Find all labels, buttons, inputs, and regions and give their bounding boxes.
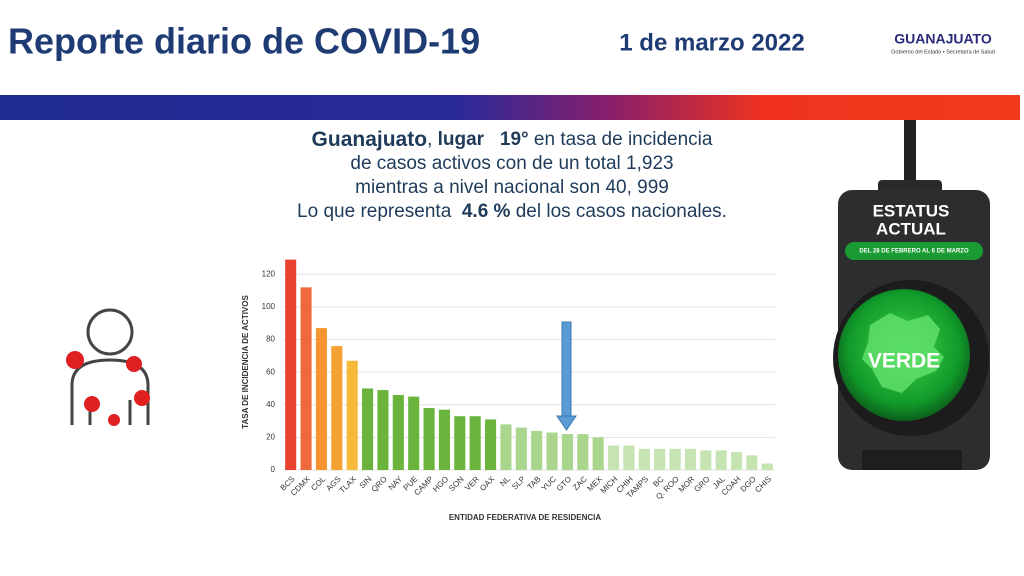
bar: [485, 419, 497, 470]
bar: [438, 409, 450, 470]
bar: [577, 434, 589, 470]
bar: [346, 360, 358, 470]
bar: [408, 396, 420, 470]
date: 1 de marzo 2022: [619, 29, 804, 56]
bar: [561, 434, 573, 470]
bar: [592, 437, 604, 470]
summary-line: mientras a nivel nacional son 40, 999: [355, 177, 669, 198]
summary-text: lugar: [438, 129, 485, 150]
summary-line: Guanajuato, lugar 19° en tasa de inciden…: [312, 128, 713, 151]
summary-text: mientras a nivel nacional son 40, 999: [355, 177, 669, 198]
bar: [761, 463, 773, 470]
bar: [331, 346, 343, 470]
color-band: [0, 95, 1020, 120]
summary-text: del los casos nacionales.: [510, 201, 727, 222]
bar: [623, 445, 635, 470]
bar: [638, 448, 650, 470]
bar: [362, 388, 374, 470]
y-tick-label: 120: [262, 269, 276, 278]
bar: [300, 287, 312, 470]
bar: [731, 452, 743, 470]
logo-subtitle: Gobierno del Estado • Secretaría de Salu…: [891, 49, 995, 55]
bar: [392, 394, 404, 470]
y-axis-label: TASA DE INCIDENCIA DE ACTIVOS: [241, 295, 250, 429]
bar: [377, 390, 389, 470]
bar: [654, 448, 666, 470]
y-tick-label: 0: [271, 465, 276, 474]
summary-text: de casos activos con de un total 1,923: [350, 153, 673, 174]
y-tick-label: 100: [262, 302, 276, 311]
summary-text: Lo que representa: [297, 201, 462, 222]
bar: [684, 448, 696, 470]
summary: Guanajuato, lugar 19° en tasa de inciden…: [297, 128, 727, 222]
status-value: VERDE: [868, 350, 940, 373]
summary-text: Guanajuato: [312, 128, 428, 151]
bar: [608, 445, 620, 470]
bar: [515, 427, 527, 470]
bar: [531, 430, 543, 470]
bar: [546, 432, 558, 470]
logo-title: GUANAJUATO: [894, 31, 992, 47]
status-light: [833, 120, 990, 470]
status-title: ACTUAL: [876, 219, 946, 238]
symptom-icon: [66, 308, 150, 426]
bar: [454, 416, 466, 470]
bar: [469, 416, 481, 470]
bar: [669, 448, 681, 470]
title: Reporte diario de COVID-19: [8, 21, 480, 62]
x-axis-label: ENTIDAD FEDERATIVA DE RESIDENCIA: [449, 513, 602, 522]
bar: [746, 455, 758, 470]
summary-line: de casos activos con de un total 1,923: [350, 153, 673, 174]
bar: [423, 408, 435, 470]
summary-line: Lo que representa 4.6 % del los casos na…: [297, 201, 727, 222]
highlight-arrow: [556, 321, 577, 431]
status-period: DEL 28 DE FEBRERO AL 6 DE MARZO: [859, 249, 969, 255]
y-tick-label: 20: [266, 432, 275, 441]
y-tick-label: 60: [266, 367, 275, 376]
summary-text: en tasa de incidencia: [529, 129, 713, 150]
summary-text: ,: [427, 129, 438, 150]
bar: [285, 259, 297, 470]
summary-text: 19°: [484, 129, 529, 150]
bar: [715, 450, 727, 470]
bar: [500, 424, 512, 470]
bar: [315, 328, 327, 470]
y-tick-label: 80: [266, 335, 275, 344]
y-tick-label: 40: [266, 400, 275, 409]
status-title: ESTATUS: [873, 201, 950, 220]
bar: [700, 450, 712, 470]
summary-text: 4.6 %: [462, 201, 511, 222]
